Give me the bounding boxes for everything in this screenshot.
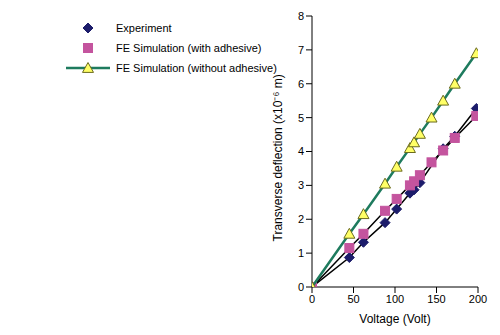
svg-text:3: 3 <box>298 179 304 191</box>
html-text:FE Simulation (with adhesive): FE Simulation (with adhesive) <box>116 42 262 54</box>
svg-text:2: 2 <box>298 213 304 225</box>
svg-text:4: 4 <box>298 145 304 157</box>
svg-text:0: 0 <box>298 281 304 293</box>
svg-text:Transverse deflection (x10⁻⁶ m: Transverse deflection (x10⁻⁶ m) <box>271 74 285 241</box>
svg-text:5: 5 <box>298 112 304 124</box>
html-text:Experiment: Experiment <box>116 22 172 34</box>
svg-text:7: 7 <box>298 44 304 56</box>
html-text:FE Simulation (without adhesiv: FE Simulation (without adhesive) <box>116 62 277 74</box>
svg-text:50: 50 <box>347 293 359 305</box>
svg-text:8: 8 <box>298 10 304 22</box>
svg-text:200: 200 <box>469 293 487 305</box>
svg-text:6: 6 <box>298 78 304 90</box>
svg-text:150: 150 <box>427 293 445 305</box>
svg-text:1: 1 <box>298 247 304 259</box>
svg-text:Voltage (Volt): Voltage (Volt) <box>359 312 430 326</box>
svg-text:100: 100 <box>386 293 404 305</box>
svg-text:0: 0 <box>309 293 315 305</box>
